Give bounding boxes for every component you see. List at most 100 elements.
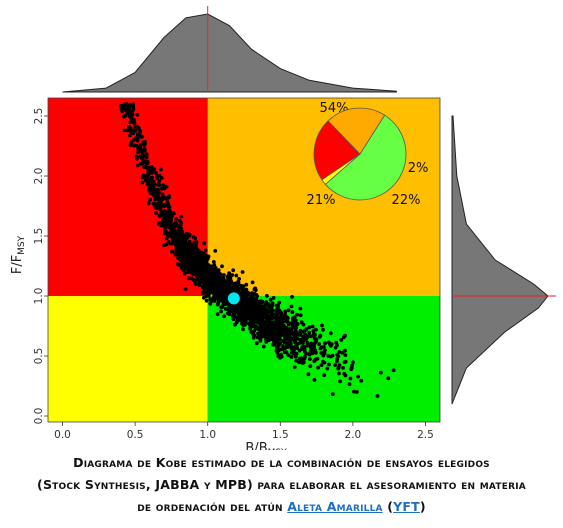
scatter-point — [128, 110, 133, 115]
scatter-point — [159, 202, 163, 207]
scatter-point — [153, 197, 158, 202]
scatter-point — [311, 350, 316, 354]
scatter-point — [310, 324, 315, 329]
scatter-point — [342, 371, 347, 376]
scatter-point — [307, 330, 312, 335]
scatter-point — [264, 322, 269, 327]
scatter-point — [131, 107, 136, 111]
scatter-point — [199, 272, 204, 277]
scatter-point — [276, 317, 281, 321]
y-density-curve — [451, 115, 549, 405]
scatter-point — [295, 312, 299, 317]
scatter-point — [307, 325, 312, 330]
scatter-point — [316, 365, 320, 370]
figure-caption: Diagrama de Kobe estimado de la combinac… — [0, 452, 563, 518]
x-tick-label: 1.0 — [199, 429, 216, 441]
scatter-point — [176, 256, 181, 261]
scatter-point — [335, 343, 339, 348]
scatter-point — [249, 315, 254, 320]
scatter-point — [222, 273, 226, 277]
scatter-point — [160, 192, 165, 197]
scatter-point — [263, 334, 268, 338]
kobe-plot-figure: 54%2%22%21%0.0 0.5 1.0 1.5 2.0 2.50.00.51.01.… — [10, 6, 556, 450]
scatter-point — [170, 249, 174, 254]
scatter-point — [140, 180, 145, 185]
scatter-point — [201, 295, 206, 300]
scatter-point — [141, 175, 146, 180]
pie-slice-label: 21% — [307, 193, 336, 208]
scatter-point — [196, 248, 201, 253]
scatter-point — [195, 258, 200, 263]
scatter-point — [297, 333, 302, 337]
scatter-point — [318, 333, 323, 338]
scatter-point — [290, 347, 294, 352]
scatter-point — [210, 268, 215, 273]
scatter-point — [144, 152, 149, 157]
scatter-point — [309, 345, 313, 350]
scatter-point — [160, 187, 164, 191]
scatter-point — [187, 276, 191, 281]
scatter-point — [194, 240, 199, 245]
scatter-point — [162, 243, 167, 248]
scatter-point — [241, 327, 245, 332]
pie-slice — [313, 120, 361, 181]
scatter-cloud — [119, 102, 396, 398]
scatter-point — [295, 322, 300, 326]
scatter-point — [283, 346, 288, 350]
scatter-point — [288, 326, 293, 331]
scatter-point — [201, 259, 205, 263]
scatter-point — [284, 334, 289, 338]
scatter-point — [340, 350, 345, 355]
scatter-point — [176, 231, 180, 236]
scatter-point — [322, 373, 327, 378]
scatter-point — [165, 216, 170, 221]
scatter-point — [146, 167, 151, 172]
scatter-point — [281, 317, 286, 321]
scatter-point — [234, 320, 239, 325]
scatter-point — [265, 294, 269, 298]
scatter-point — [201, 285, 205, 290]
scatter-point — [199, 268, 203, 273]
scatter-point — [132, 143, 136, 148]
scatter-point — [330, 392, 335, 396]
plot-area: 54%2%22%21%0.0 0.5 1.0 1.5 2.0 2.50.00.51.01.… — [10, 97, 441, 450]
scatter-point — [140, 134, 145, 139]
scatter-point — [250, 280, 255, 285]
scatter-point — [313, 357, 318, 362]
scatter-point — [222, 314, 227, 319]
scatter-point — [243, 319, 248, 324]
scatter-point — [152, 191, 157, 195]
link-yft[interactable]: YFT — [393, 499, 420, 514]
x-tick-label: 1.5 — [272, 429, 289, 441]
scatter-point — [305, 335, 309, 340]
scatter-point — [243, 322, 247, 327]
scatter-point — [289, 351, 294, 355]
scatter-point — [279, 321, 284, 325]
point-estimate-marker — [227, 292, 240, 305]
scatter-point — [228, 285, 232, 290]
pie-chart: 54%2%22%21% — [307, 101, 429, 208]
scatter-point — [174, 247, 179, 252]
scatter-point — [146, 201, 151, 206]
scatter-point — [267, 329, 272, 334]
scatter-point — [127, 133, 132, 138]
scatter-point — [219, 309, 224, 314]
scatter-point — [228, 304, 233, 309]
pie-slice-label: 22% — [392, 193, 421, 208]
close-paren: ) — [419, 499, 426, 514]
scatter-point — [277, 324, 281, 329]
scatter-point — [297, 360, 301, 365]
scatter-point — [292, 315, 297, 320]
scatter-point — [206, 254, 211, 259]
scatter-point — [231, 268, 236, 273]
y-tick-label: 1.0 — [33, 288, 45, 305]
scatter-point — [337, 371, 341, 376]
scatter-point — [201, 265, 205, 270]
scatter-point — [266, 315, 271, 319]
scatter-point — [129, 127, 134, 132]
scatter-point — [321, 327, 325, 332]
open-paren: ( — [382, 499, 394, 514]
scatter-point — [253, 288, 258, 292]
scatter-point — [303, 351, 308, 356]
link-aleta-amarilla[interactable]: Aleta Amarilla — [287, 499, 383, 514]
